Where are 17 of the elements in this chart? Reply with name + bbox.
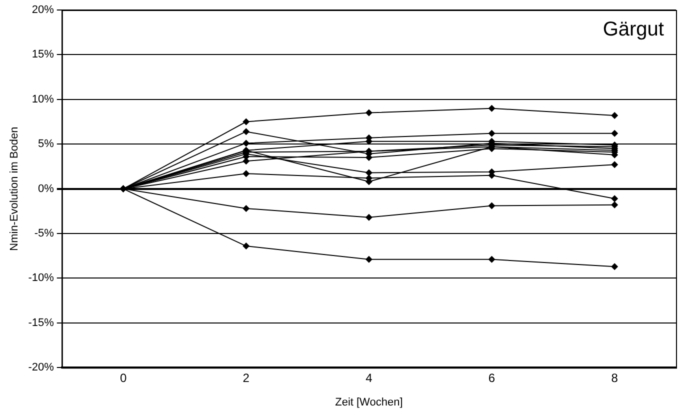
x-tick-label: 2 xyxy=(242,371,250,386)
x-axis-title: Zeit [Wochen] xyxy=(335,396,403,409)
y-tick-label: -20% xyxy=(28,362,54,374)
x-tick-label: 8 xyxy=(611,371,618,386)
y-tick-label: 20% xyxy=(32,4,54,16)
y-tick-label: 15% xyxy=(32,48,54,61)
chart-title: Gärgut xyxy=(602,18,664,41)
x-tick-label: 6 xyxy=(488,371,496,386)
y-tick-label: -15% xyxy=(28,316,54,329)
y-tick-label: 0% xyxy=(38,182,54,195)
y-tick-label: -10% xyxy=(28,272,54,284)
y-axis-title: Nmin-Evolution im Boden xyxy=(8,126,21,251)
x-tick-label: 0 xyxy=(120,371,127,386)
y-tick-label: 10% xyxy=(32,93,54,106)
y-tick-label: 5% xyxy=(38,138,54,150)
x-tick-label: 4 xyxy=(366,371,373,386)
y-tick-label: -5% xyxy=(34,228,54,240)
